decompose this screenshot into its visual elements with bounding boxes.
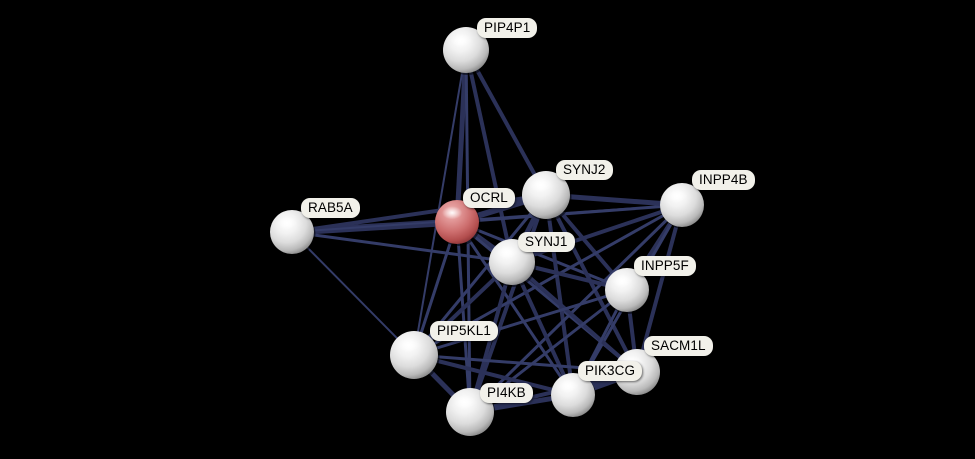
node-pip4p1[interactable] — [443, 27, 491, 75]
node-specular-highlight — [529, 177, 552, 193]
node-label-rab5a[interactable]: RAB5A — [301, 198, 360, 218]
node-label-sacm1l[interactable]: SACM1L — [644, 336, 713, 356]
edge-synj2-pik3cg[interactable] — [544, 194, 575, 396]
node-rab5a[interactable] — [270, 210, 316, 256]
edge-synj1-sacm1l[interactable] — [510, 260, 639, 374]
edge-inpp5f-pip5kl1[interactable] — [413, 288, 628, 357]
node-specular-highlight — [612, 274, 633, 288]
node-specular-highlight — [453, 394, 476, 410]
node-specular-highlight — [277, 216, 298, 230]
node-pip5kl1[interactable] — [390, 331, 440, 381]
edge-pip5kl1-pik3cg[interactable] — [413, 353, 574, 397]
node-label-synj2[interactable]: SYNJ2 — [556, 160, 613, 180]
node-label-synj1[interactable]: SYNJ1 — [518, 232, 575, 252]
node-inpp4b[interactable] — [660, 183, 706, 229]
node-label-inpp5f[interactable]: INPP5F — [634, 256, 696, 276]
node-specular-highlight — [667, 189, 688, 203]
node-specular-highlight — [397, 337, 420, 353]
node-layer — [270, 27, 706, 438]
node-specular-highlight — [558, 379, 579, 393]
node-ocrl[interactable] — [435, 200, 481, 246]
node-synj2[interactable] — [522, 171, 572, 221]
node-inpp5f[interactable] — [605, 268, 651, 314]
edge-pip4p1-ocrl[interactable] — [454, 49, 469, 223]
node-label-inpp4b[interactable]: INPP4B — [692, 170, 755, 190]
edge-synj2-sacm1l[interactable] — [544, 194, 639, 373]
node-specular-highlight — [496, 245, 518, 260]
node-sphere[interactable] — [390, 331, 438, 379]
edge-ocrl-inpp5f[interactable] — [456, 220, 628, 292]
node-pik3cg[interactable] — [551, 373, 597, 419]
node-specular-highlight — [442, 206, 463, 220]
node-synj1[interactable] — [489, 239, 537, 287]
edge-rab5a-inpp4b[interactable] — [291, 204, 683, 233]
edge-rab5a-synj1[interactable] — [291, 230, 513, 264]
edge-inpp4b-synj1[interactable] — [511, 203, 683, 264]
node-label-pip5kl1[interactable]: PIP5KL1 — [430, 321, 498, 341]
node-label-pip4p1[interactable]: PIP4P1 — [477, 18, 538, 38]
node-label-ocrl[interactable]: OCRL — [463, 188, 515, 208]
node-specular-highlight — [450, 33, 472, 48]
edge-pip4p1-pip5kl1[interactable] — [413, 49, 467, 356]
edge-pip4p1-synj2[interactable] — [464, 49, 548, 196]
node-label-pi4kb[interactable]: PI4KB — [480, 383, 533, 403]
edge-pip4p1-synj1[interactable] — [464, 49, 514, 263]
node-label-pik3cg[interactable]: PIK3CG — [578, 361, 643, 381]
